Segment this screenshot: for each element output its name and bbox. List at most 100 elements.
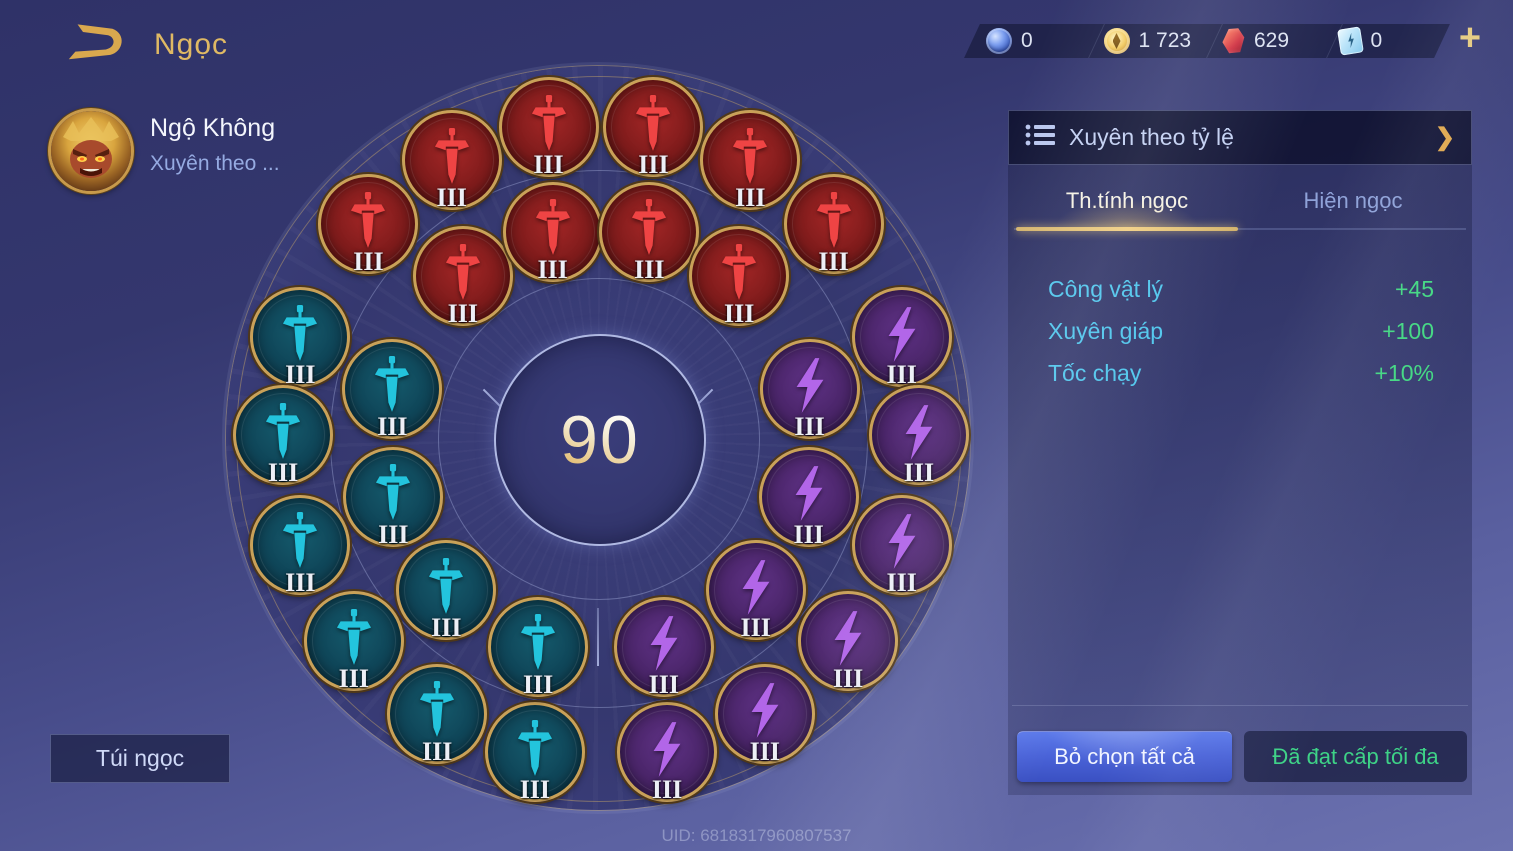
sword-icon xyxy=(727,127,773,194)
sword-icon xyxy=(440,243,486,310)
currency-value: 1 723 xyxy=(1138,29,1192,52)
gem-level: III xyxy=(886,567,917,597)
rune-wheel: 90 xyxy=(226,66,970,810)
hero-info: Ngộ Không Xuyên theo ... xyxy=(48,108,280,194)
red-gem-icon xyxy=(1222,28,1245,54)
rune-gem-red[interactable]: III xyxy=(502,181,603,284)
currency-item: 0 xyxy=(972,24,1090,58)
gem-level: III xyxy=(749,736,780,766)
rune-gem-red[interactable]: III xyxy=(401,110,502,213)
bolt-icon xyxy=(896,402,942,469)
rune-gem-teal[interactable]: III xyxy=(484,702,585,805)
sword-icon xyxy=(277,304,323,371)
sword-icon xyxy=(530,198,576,265)
sword-icon xyxy=(414,680,460,747)
rune-gem-purple[interactable]: III xyxy=(868,385,969,488)
gem-level: III xyxy=(794,411,825,441)
gem-level: III xyxy=(903,458,935,488)
bolt-icon xyxy=(879,304,925,371)
sword-icon xyxy=(345,191,391,258)
stat-row: Công vật lý +45 xyxy=(1048,268,1434,310)
stat-value: +45 xyxy=(1394,275,1434,302)
rune-gem-teal[interactable]: III xyxy=(488,596,589,699)
sword-icon xyxy=(630,94,676,161)
rune-gem-purple[interactable]: III xyxy=(617,702,718,804)
hero-avatar xyxy=(48,108,134,194)
rune-gem-purple[interactable]: III xyxy=(851,287,952,390)
stat-row: Xuyên giáp +100 xyxy=(1048,310,1434,352)
sword-icon xyxy=(369,355,415,422)
rune-gem-purple[interactable]: III xyxy=(851,494,952,597)
rune-gem-red[interactable]: III xyxy=(689,226,790,329)
rune-gem-red[interactable]: III xyxy=(318,174,419,276)
gem-level: III xyxy=(724,299,755,329)
rune-gem-red[interactable]: III xyxy=(603,77,704,180)
rune-gem-teal[interactable]: III xyxy=(250,287,351,389)
max-level-reached-button[interactable]: Đã đạt cấp tối đa xyxy=(1244,731,1467,782)
rune-gem-red[interactable]: III xyxy=(599,181,700,284)
rune-gem-purple[interactable]: III xyxy=(798,591,899,693)
rune-bag-button[interactable]: Túi ngọc xyxy=(50,734,230,783)
rune-gem-purple[interactable]: III xyxy=(705,540,806,643)
panel-divider xyxy=(1012,705,1468,706)
rune-gem-teal[interactable]: III xyxy=(233,385,334,488)
rune-gem-red[interactable]: III xyxy=(700,110,801,212)
sword-icon xyxy=(626,198,672,265)
rune-gem-red[interactable]: III xyxy=(783,174,884,276)
sword-icon xyxy=(811,191,857,258)
sword-icon xyxy=(370,463,416,530)
rune-gem-red[interactable]: III xyxy=(412,226,513,329)
stat-row: Tốc chạy +10% xyxy=(1048,352,1434,394)
gem-level: III xyxy=(522,669,554,699)
sword-icon xyxy=(429,127,475,194)
add-currency-button[interactable]: + xyxy=(1458,17,1482,59)
gem-level: III xyxy=(447,299,478,329)
sword-icon xyxy=(515,613,561,680)
rune-gem-teal[interactable]: III xyxy=(250,494,351,597)
sword-icon xyxy=(512,719,558,786)
rune-page-selector[interactable]: Xuyên theo tỷ lệ ❯ xyxy=(1008,110,1472,165)
gem-level: III xyxy=(537,254,568,284)
deselect-all-button[interactable]: Bỏ chọn tất cả xyxy=(1017,731,1232,782)
gem-level: III xyxy=(378,519,409,549)
currency-item: 629 xyxy=(1207,24,1325,58)
tab-stat-totals[interactable]: Th.tính ngọc xyxy=(1014,176,1240,231)
gem-level: III xyxy=(519,775,551,805)
currency-item: 0 xyxy=(1325,24,1443,58)
rune-gem-purple[interactable]: III xyxy=(613,596,714,699)
bolt-icon xyxy=(742,680,788,747)
bolt-icon xyxy=(825,608,871,675)
tab-show-runes[interactable]: Hiện ngọc xyxy=(1303,188,1403,213)
rune-gem-purple[interactable]: III xyxy=(759,338,860,441)
rune-gem-purple[interactable]: III xyxy=(714,663,815,766)
gem-level: III xyxy=(377,411,408,441)
bolt-icon xyxy=(786,463,832,530)
panel-tabs: Th.tính ngọc Hiện ngọc xyxy=(1014,176,1466,231)
blue-card-icon xyxy=(1336,26,1364,56)
bolt-icon xyxy=(879,511,925,578)
rune-gem-red[interactable]: III xyxy=(498,77,599,179)
rune-gem-purple[interactable]: III xyxy=(758,446,859,549)
gem-level: III xyxy=(267,458,299,488)
sword-icon xyxy=(526,94,572,161)
bolt-icon xyxy=(733,557,779,624)
rune-gem-teal[interactable]: III xyxy=(342,338,443,441)
gem-level: III xyxy=(648,669,680,699)
gem-level: III xyxy=(740,613,771,643)
chevron-right-icon: ❯ xyxy=(1434,124,1455,151)
bolt-icon xyxy=(641,613,687,680)
rune-gem-teal[interactable]: III xyxy=(387,663,488,766)
rune-gem-teal[interactable]: III xyxy=(343,446,444,549)
stat-value: +100 xyxy=(1382,317,1434,344)
gem-level: III xyxy=(886,360,917,390)
gem-level: III xyxy=(793,519,824,549)
list-icon xyxy=(1025,123,1055,152)
gem-level: III xyxy=(422,736,453,766)
wheel-inner-ring xyxy=(438,278,760,600)
back-button[interactable] xyxy=(58,20,132,68)
gem-level: III xyxy=(638,150,669,180)
rune-gem-teal[interactable]: III xyxy=(303,591,404,693)
rune-gem-teal[interactable]: III xyxy=(396,540,497,642)
gem-level: III xyxy=(436,183,467,213)
gem-level: III xyxy=(634,254,665,284)
